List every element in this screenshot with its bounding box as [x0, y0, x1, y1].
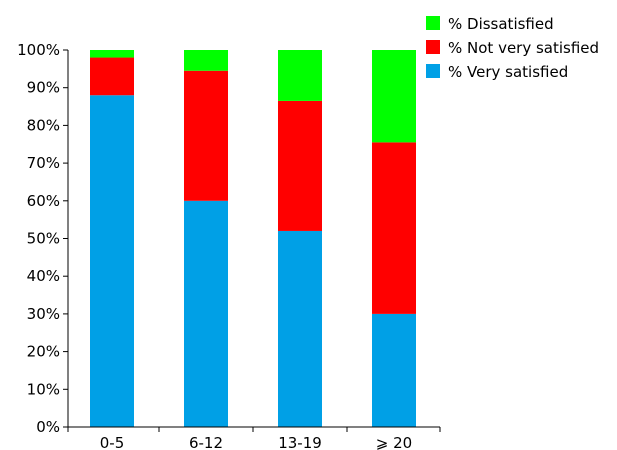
x-tick-label: 6-12: [189, 434, 223, 450]
y-tick-label: 30%: [27, 305, 60, 323]
bar-segment-1-cat-3: [278, 230, 322, 427]
legend-swatch: [426, 64, 440, 78]
bar-segment-2-cat-4: [372, 142, 416, 314]
bar-segment-1-cat-1: [90, 95, 134, 428]
bar-segment-2-cat-3: [278, 100, 322, 231]
y-tick-label: 60%: [27, 192, 60, 210]
x-tick-label: ⩾ 20: [376, 434, 412, 450]
x-tick-label: 0-5: [100, 434, 125, 450]
bar-segment-2-cat-2: [184, 70, 228, 201]
legend-swatch: [426, 40, 440, 54]
bar-segment-2-cat-1: [90, 57, 134, 96]
bar-segment-3-cat-2: [184, 50, 228, 71]
y-tick-label: 0%: [36, 418, 60, 436]
y-tick-label: 20%: [27, 343, 60, 361]
x-tick-label: 13-19: [278, 434, 322, 450]
bar-segment-3-cat-4: [372, 50, 416, 143]
y-tick-label: 40%: [27, 267, 60, 285]
plot-area: 0% 10% 20% 30% 40% 50% 60% 70% 80% 90% 100% 0-5 6-12…: [17, 41, 441, 450]
y-tick-label: 80%: [27, 116, 60, 134]
y-tick-label: 100%: [17, 41, 60, 59]
y-tick-label: 10%: [27, 380, 60, 398]
legend-label: % Very satisfied: [448, 63, 568, 81]
legend-swatch: [426, 16, 440, 30]
y-tick-label: 70%: [27, 154, 60, 172]
legend-label: % Not very satisfied: [448, 39, 599, 57]
y-tick-label: 90%: [27, 79, 60, 97]
y-tick-label: 50%: [27, 230, 60, 248]
legend: % Dissatisfied % Not very satisfied % Very…: [426, 15, 599, 81]
bar-segment-1-cat-4: [372, 313, 416, 427]
bar-segment-3-cat-3: [278, 50, 322, 101]
bar-segment-3-cat-1: [90, 50, 134, 58]
bar-segment-1-cat-2: [184, 200, 228, 427]
legend-label: % Dissatisfied: [448, 15, 554, 33]
